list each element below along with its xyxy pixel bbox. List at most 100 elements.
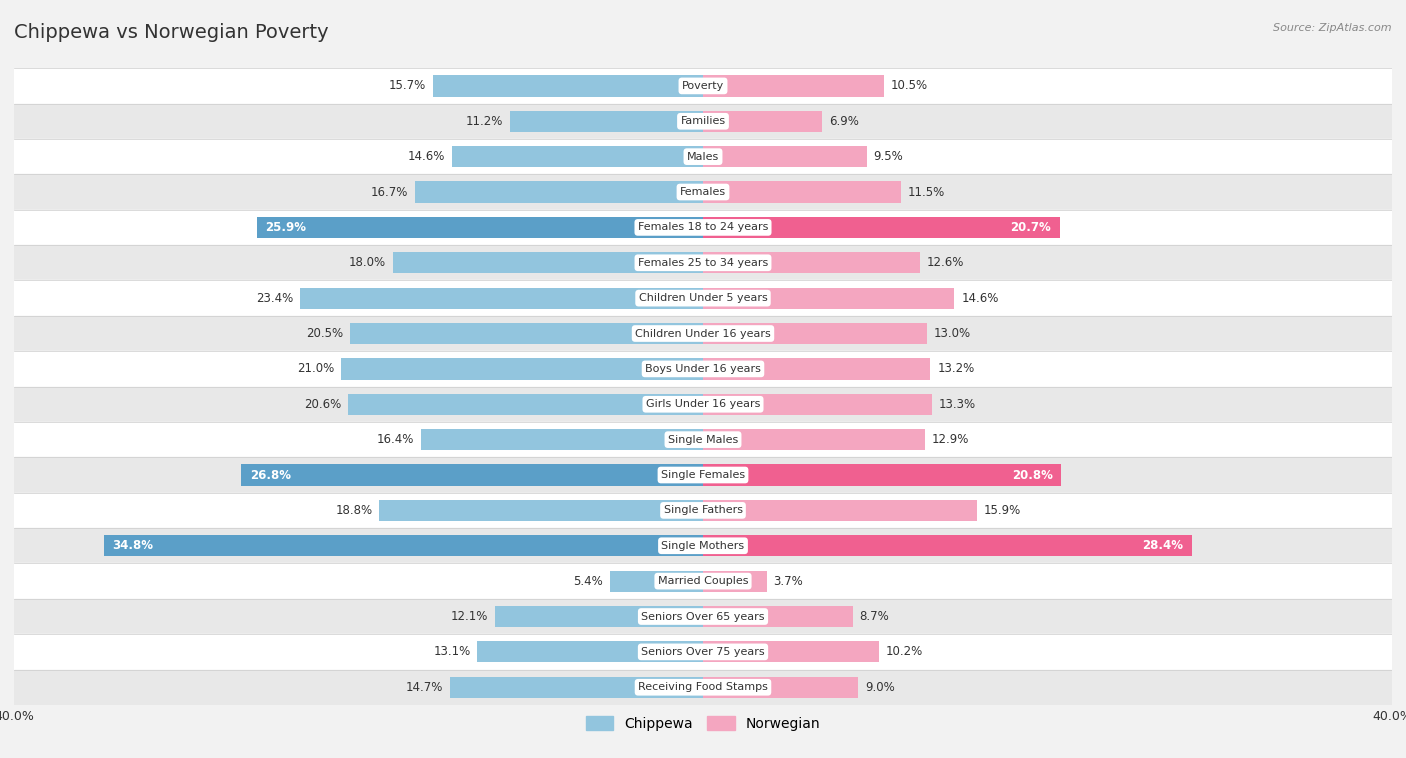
Text: 15.7%: 15.7% [388, 80, 426, 92]
Bar [14, 387, 1392, 422]
Bar [703, 323, 927, 344]
Text: 12.1%: 12.1% [450, 610, 488, 623]
Text: 28.4%: 28.4% [1143, 539, 1184, 553]
Text: 13.1%: 13.1% [433, 645, 471, 659]
Text: Females: Females [681, 187, 725, 197]
Bar [14, 280, 1392, 316]
Text: Seniors Over 65 years: Seniors Over 65 years [641, 612, 765, 622]
Bar [703, 359, 931, 380]
Legend: Chippewa, Norwegian: Chippewa, Norwegian [581, 710, 825, 736]
Bar [350, 323, 703, 344]
Text: Females 18 to 24 years: Females 18 to 24 years [638, 222, 768, 233]
Bar [703, 393, 932, 415]
Text: 20.7%: 20.7% [1010, 221, 1050, 234]
Text: 13.3%: 13.3% [939, 398, 976, 411]
Text: 23.4%: 23.4% [256, 292, 292, 305]
Bar [349, 393, 703, 415]
Bar [703, 465, 1062, 486]
Text: Poverty: Poverty [682, 81, 724, 91]
Text: 14.6%: 14.6% [408, 150, 444, 163]
Text: 34.8%: 34.8% [112, 539, 153, 553]
Bar [14, 104, 1392, 139]
Text: 11.5%: 11.5% [908, 186, 945, 199]
Bar [703, 535, 1192, 556]
Bar [14, 599, 1392, 634]
Bar [510, 111, 703, 132]
Text: Single Fathers: Single Fathers [664, 506, 742, 515]
Bar [703, 571, 766, 592]
Bar [703, 252, 920, 274]
Bar [433, 75, 703, 96]
Text: 3.7%: 3.7% [773, 575, 803, 587]
Bar [420, 429, 703, 450]
Text: Single Females: Single Females [661, 470, 745, 480]
Text: 13.2%: 13.2% [938, 362, 974, 375]
Text: 18.0%: 18.0% [349, 256, 387, 269]
Text: 12.6%: 12.6% [927, 256, 965, 269]
Text: 6.9%: 6.9% [828, 114, 859, 128]
Text: 9.5%: 9.5% [873, 150, 903, 163]
Text: 14.7%: 14.7% [405, 681, 443, 694]
Text: 9.0%: 9.0% [865, 681, 894, 694]
Bar [703, 217, 1060, 238]
Text: 21.0%: 21.0% [297, 362, 335, 375]
Text: 14.6%: 14.6% [962, 292, 998, 305]
Bar [257, 217, 703, 238]
Bar [703, 181, 901, 202]
Text: Families: Families [681, 116, 725, 127]
Bar [703, 677, 858, 698]
Text: 8.7%: 8.7% [859, 610, 890, 623]
Bar [299, 287, 703, 309]
Bar [703, 641, 879, 662]
Bar [14, 68, 1392, 104]
Text: Single Males: Single Males [668, 434, 738, 445]
Text: Males: Males [688, 152, 718, 161]
Bar [392, 252, 703, 274]
Text: 26.8%: 26.8% [250, 468, 291, 481]
Text: 18.8%: 18.8% [335, 504, 373, 517]
Text: Boys Under 16 years: Boys Under 16 years [645, 364, 761, 374]
Bar [610, 571, 703, 592]
Bar [14, 457, 1392, 493]
Text: Single Mothers: Single Mothers [661, 540, 745, 551]
Text: Married Couples: Married Couples [658, 576, 748, 586]
Text: Receiving Food Stamps: Receiving Food Stamps [638, 682, 768, 692]
Text: 20.8%: 20.8% [1012, 468, 1053, 481]
Bar [14, 245, 1392, 280]
Bar [703, 146, 866, 168]
Text: 16.7%: 16.7% [371, 186, 409, 199]
Bar [14, 634, 1392, 669]
Bar [451, 146, 703, 168]
Bar [342, 359, 703, 380]
Bar [415, 181, 703, 202]
Text: 16.4%: 16.4% [377, 433, 413, 446]
Text: 25.9%: 25.9% [266, 221, 307, 234]
Bar [703, 500, 977, 521]
Bar [703, 429, 925, 450]
Bar [14, 210, 1392, 245]
Bar [478, 641, 703, 662]
Bar [242, 465, 703, 486]
Text: 15.9%: 15.9% [984, 504, 1021, 517]
Text: 11.2%: 11.2% [465, 114, 503, 128]
Text: Source: ZipAtlas.com: Source: ZipAtlas.com [1274, 23, 1392, 33]
Text: 20.5%: 20.5% [307, 327, 343, 340]
Bar [703, 111, 823, 132]
Text: Children Under 5 years: Children Under 5 years [638, 293, 768, 303]
Text: 5.4%: 5.4% [574, 575, 603, 587]
Bar [14, 528, 1392, 563]
Bar [14, 493, 1392, 528]
Bar [14, 563, 1392, 599]
Bar [450, 677, 703, 698]
Text: Girls Under 16 years: Girls Under 16 years [645, 399, 761, 409]
Text: Chippewa vs Norwegian Poverty: Chippewa vs Norwegian Poverty [14, 23, 329, 42]
Text: Seniors Over 75 years: Seniors Over 75 years [641, 647, 765, 657]
Bar [14, 351, 1392, 387]
Bar [380, 500, 703, 521]
Bar [495, 606, 703, 627]
Bar [703, 287, 955, 309]
Bar [14, 174, 1392, 210]
Bar [703, 75, 884, 96]
Bar [14, 669, 1392, 705]
Text: 12.9%: 12.9% [932, 433, 970, 446]
